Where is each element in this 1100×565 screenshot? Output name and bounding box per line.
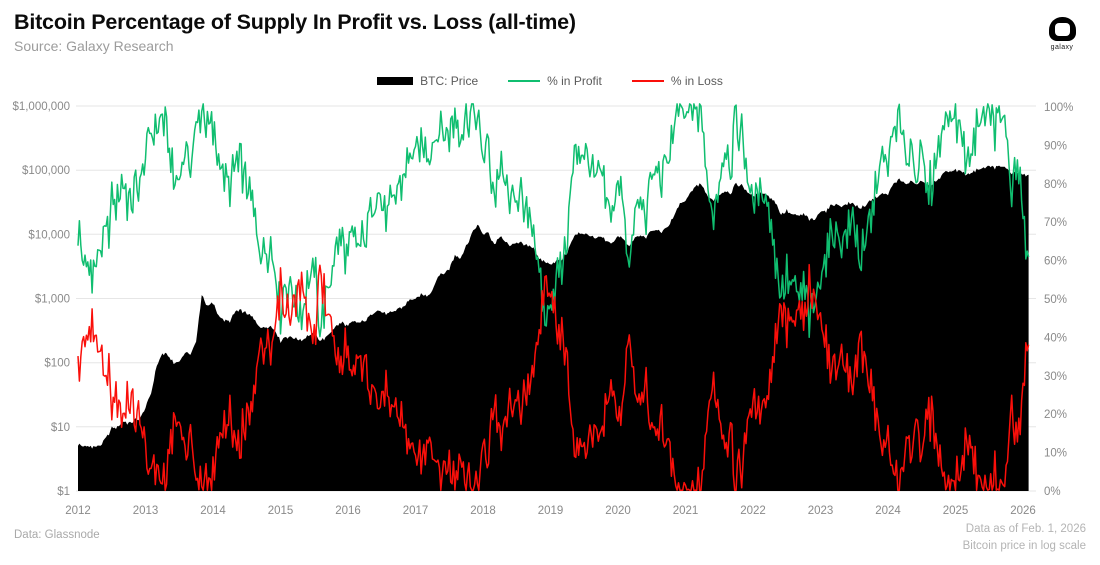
chart-legend: BTC: Price % in Profit % in Loss (0, 74, 1100, 88)
x-axis-tick-label: 2014 (200, 505, 226, 517)
legend-item-percent-in-loss: % in Loss (631, 74, 723, 88)
page-subtitle: Source: Galaxy Research (14, 38, 174, 54)
x-axis-tick-label: 2021 (673, 505, 699, 517)
x-axis-tick-label: 2017 (403, 505, 429, 517)
percent-in-loss-line (77, 263, 1030, 491)
legend-item-btc-price: BTC: Price (377, 74, 478, 88)
y-axis-left-tick-label: $100,000 (22, 165, 70, 177)
log-scale-note: Bitcoin price in log scale (962, 540, 1086, 552)
btc-price-swatch (377, 77, 414, 85)
y-axis-left-tick-label: $1,000 (35, 294, 70, 306)
legend-label: % in Profit (547, 74, 602, 88)
data-as-of-note: Data as of Feb. 1, 2026 (965, 523, 1086, 535)
x-axis-tick-label: 2026 (1010, 505, 1036, 517)
y-axis-right-tick-label: 60% (1044, 256, 1067, 268)
y-axis-right-tick-label: 50% (1044, 294, 1067, 306)
x-axis-tick-label: 2020 (605, 505, 631, 517)
y-axis-right-tick-label: 30% (1044, 371, 1067, 383)
y-axis-right-tick-label: 20% (1044, 409, 1067, 421)
y-axis-right-tick-label: 10% (1044, 448, 1067, 460)
x-axis-tick-label: 2013 (133, 505, 159, 517)
data-source-note: Data: Glassnode (14, 529, 100, 541)
x-axis-tick-label: 2018 (470, 505, 496, 517)
y-axis-right-tick-label: 100% (1044, 102, 1073, 114)
percent-in-profit-line (77, 103, 1030, 339)
y-axis-right-tick-label: 40% (1044, 332, 1067, 344)
btc-price-area (78, 165, 1029, 491)
x-axis-tick-label: 2022 (740, 505, 766, 517)
page-title: Bitcoin Percentage of Supply In Profit v… (14, 10, 576, 34)
legend-label: % in Loss (670, 74, 723, 88)
x-axis-tick-label: 2019 (538, 505, 564, 517)
y-axis-left-tick-label: $10 (51, 422, 70, 434)
legend-label: BTC: Price (420, 74, 479, 88)
percent-in-profit-swatch (508, 79, 541, 83)
y-axis-left-tick-label: $10,000 (28, 229, 70, 241)
y-axis-left-tick-label: $1 (57, 486, 70, 498)
x-axis-tick-label: 2024 (875, 505, 901, 517)
percent-in-loss-swatch (631, 79, 664, 83)
x-axis-tick-label: 2012 (65, 505, 91, 517)
y-axis-right-tick-label: 0% (1044, 486, 1061, 498)
y-axis-right-tick-label: 90% (1044, 140, 1067, 152)
x-axis-tick-label: 2023 (808, 505, 834, 517)
galaxy-logo: galaxy (1038, 17, 1086, 51)
x-axis-tick-label: 2016 (335, 505, 361, 517)
galaxy-helmet-icon (1048, 17, 1076, 41)
y-axis-right-tick-label: 80% (1044, 179, 1067, 191)
y-axis-left-tick-label: $100 (44, 358, 70, 370)
x-axis-tick-label: 2015 (268, 505, 294, 517)
galaxy-logo-label: galaxy (1050, 44, 1074, 51)
footer-notes: Data as of Feb. 1, 2026 Bitcoin price in… (963, 521, 1086, 555)
x-axis-tick-label: 2025 (943, 505, 969, 517)
y-axis-right-tick-label: 70% (1044, 217, 1067, 229)
y-axis-left-tick-label: $1,000,000 (12, 101, 70, 113)
legend-item-percent-in-profit: % in Profit (508, 74, 602, 88)
